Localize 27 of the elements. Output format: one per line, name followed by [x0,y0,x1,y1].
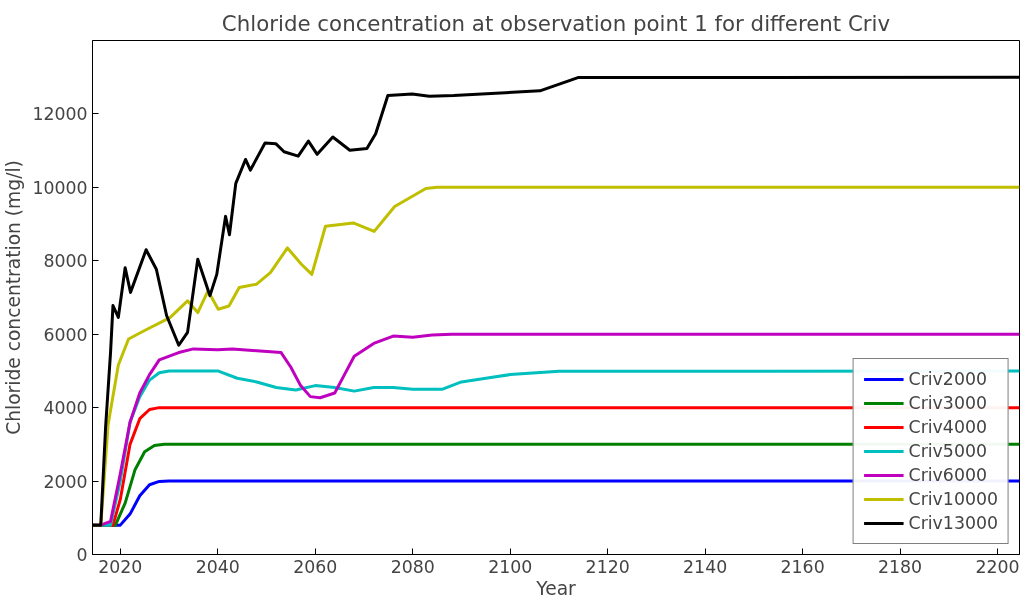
legend-label: Criv3000 [908,393,987,413]
y-tick-label: 2000 [43,471,88,492]
x-tick-label: 2080 [390,556,435,577]
x-tick-label: 2100 [488,556,533,577]
legend-label: Criv6000 [908,465,987,485]
legend-label: Criv2000 [908,369,987,389]
x-tick-label: 2060 [293,556,338,577]
x-tick-label: 2120 [585,556,630,577]
y-tick-label: 4000 [43,398,88,419]
y-tick-label: 0 [76,545,88,565]
chart-title: Chloride concentration at observation point 1 for different Criv [221,10,891,36]
y-axis-title: Chloride concentration (mg/l) [3,160,25,435]
x-tick-label: 2140 [683,556,728,577]
legend-label: Criv4000 [908,417,987,437]
y-tick-label: 10000 [32,177,88,198]
x-tick-label: 2200 [975,556,1020,577]
legend-label: Criv10000 [908,489,998,509]
legend-label: Criv5000 [908,441,987,461]
legend-label: Criv13000 [908,513,998,533]
y-tick-label: 12000 [32,104,88,125]
y-tick-label: 6000 [43,324,88,345]
x-tick-label: 2180 [878,556,923,577]
x-tick-label: 2020 [98,556,143,577]
x-tick-label: 2160 [780,556,825,577]
y-tick-label: 8000 [43,251,88,272]
x-axis-title: Year [535,577,577,599]
x-tick-label: 2040 [195,556,240,577]
